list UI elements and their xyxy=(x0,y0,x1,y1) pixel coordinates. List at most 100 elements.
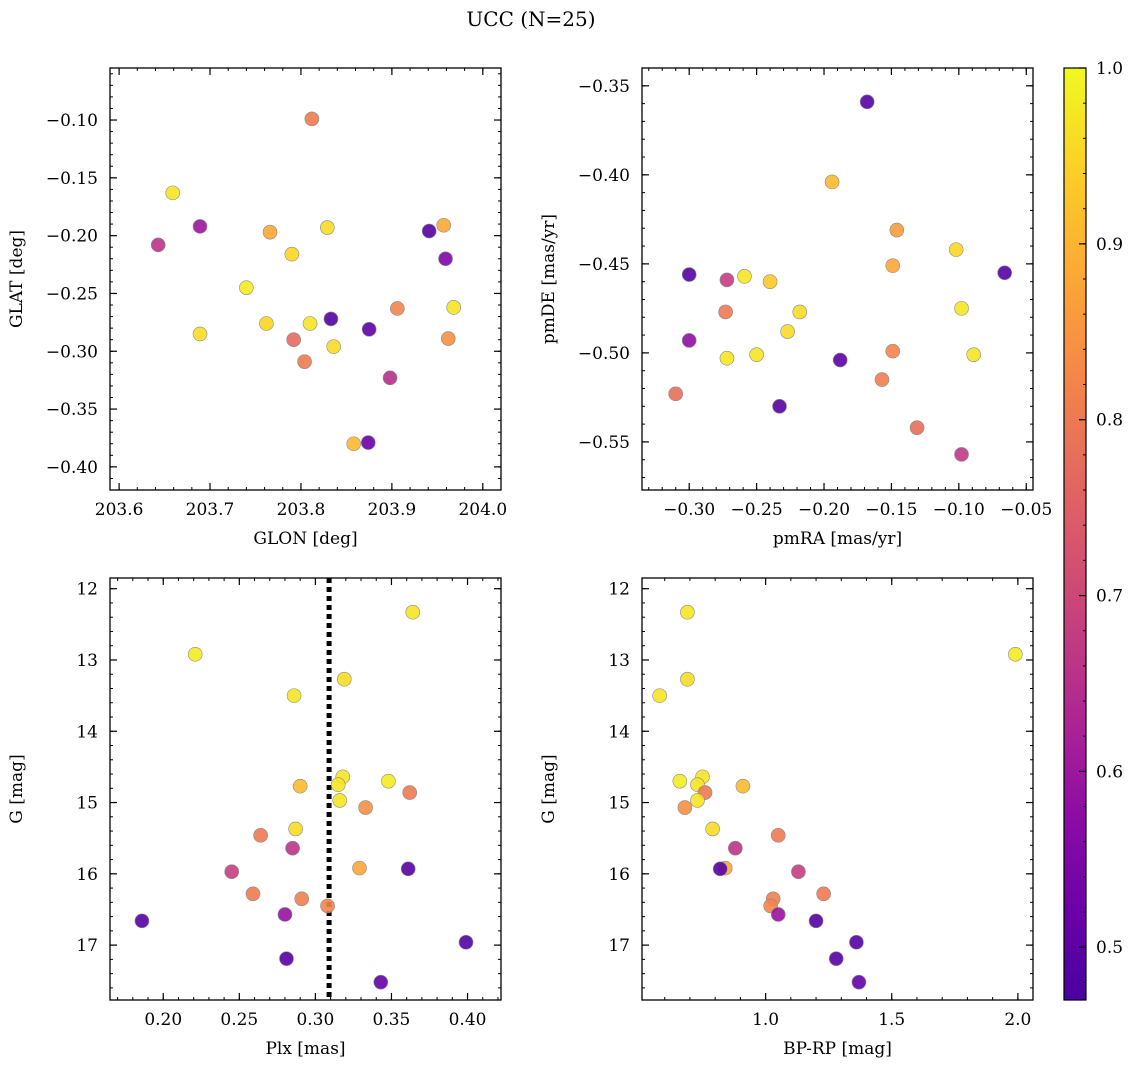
scatter-point xyxy=(346,436,361,452)
y-tick-label: 14 xyxy=(608,722,630,742)
y-tick-label: 13 xyxy=(76,651,98,671)
scatter-point xyxy=(652,688,667,703)
x-tick-label: −0.15 xyxy=(865,500,917,520)
x-axis-label: pmRA [mas/yr] xyxy=(773,529,902,549)
panels: 203.6 203.7 203.8 203.9 204.0 −0.10 −0.15 −0.20… xyxy=(7,67,1052,1059)
scatter-point xyxy=(672,773,688,789)
x-tick-label: −0.10 xyxy=(933,500,985,520)
axes-frame xyxy=(109,577,502,1001)
y-axis-label: G [mag] xyxy=(539,754,559,823)
scatter-point xyxy=(749,347,764,362)
scatter-point xyxy=(690,793,705,808)
scatter-point xyxy=(332,793,348,808)
scatter-point xyxy=(292,778,308,794)
x-tick-label: 203.8 xyxy=(277,500,326,520)
x-tick-label: −0.30 xyxy=(663,500,715,520)
y-tick-label: 12 xyxy=(76,580,98,600)
scatter-point xyxy=(320,220,335,235)
scatter-point xyxy=(323,311,339,327)
x-tick-label: 203.9 xyxy=(368,500,417,520)
scatter-point xyxy=(824,174,840,190)
scatter-point xyxy=(997,265,1012,281)
scatter-point xyxy=(832,352,848,368)
scatter-point xyxy=(440,331,456,346)
scatter-point xyxy=(735,778,751,794)
y-tick-label: 15 xyxy=(76,794,98,814)
scatter-point xyxy=(680,604,695,620)
scatter-point xyxy=(361,321,377,337)
x-tick-label: −0.05 xyxy=(1000,500,1052,520)
x-tick-label: 204.0 xyxy=(458,500,507,520)
scatter-point xyxy=(772,399,787,414)
scatter-point xyxy=(330,777,346,793)
scatter-point xyxy=(150,237,166,253)
scatter-point xyxy=(1008,646,1023,662)
scatter-point xyxy=(808,913,824,929)
y-tick-label: 13 xyxy=(608,651,630,671)
scatter-point xyxy=(373,974,389,990)
colorbar: 0.5 0.6 0.7 0.8 0.9 1.0 xyxy=(1063,59,1123,1001)
scatter-point xyxy=(770,828,786,843)
scatter-point xyxy=(909,420,925,435)
scatter-point xyxy=(352,860,367,876)
x-tick-label: −0.20 xyxy=(798,500,850,520)
y-tick-label: −0.35 xyxy=(46,400,98,420)
scatter-point xyxy=(192,326,208,342)
colorbar-tick-label: 0.6 xyxy=(1096,762,1123,782)
x-tick-label: 203.6 xyxy=(95,500,144,520)
scatter-point xyxy=(187,646,203,662)
scatter-point xyxy=(381,773,396,789)
scatter-point xyxy=(446,300,462,315)
y-tick-label: −0.40 xyxy=(46,458,98,478)
panel-bprp-g: 1.0 1.5 2.0 12 13 14 15 16 17 BP-RP [mag] G [mag] xyxy=(539,577,1034,1059)
scatter-point xyxy=(859,94,875,110)
scatter-point xyxy=(680,671,695,687)
scatter-point xyxy=(245,886,261,902)
scatter-point xyxy=(382,370,398,386)
figure-title: UCC (N=25) xyxy=(466,7,595,31)
scatter-point xyxy=(828,951,844,966)
scatter-point xyxy=(677,800,693,815)
scatter-point xyxy=(849,934,864,950)
scatter-point xyxy=(400,861,416,877)
scatter-point xyxy=(954,447,969,462)
y-axis-label: pmDE [mas/yr] xyxy=(539,214,559,344)
scatter-point xyxy=(284,246,300,262)
scatter-point xyxy=(737,269,752,284)
scatter-point xyxy=(134,913,150,929)
panel-plx-g: 0.20 0.25 0.30 0.35 0.40 12 13 14 15 16 17 Plx [mas… xyxy=(7,577,502,1059)
scatter-point xyxy=(719,350,735,366)
x-tick-label: 1.5 xyxy=(878,1010,905,1030)
scatter-point xyxy=(279,951,294,966)
x-tick-label: −0.25 xyxy=(731,500,783,520)
x-tick-label: 0.20 xyxy=(144,1010,182,1030)
scatter-point xyxy=(277,907,293,922)
x-tick-label: 0.40 xyxy=(449,1010,487,1030)
y-tick-label: −0.10 xyxy=(46,111,98,131)
y-axis-label: GLAT [deg] xyxy=(7,230,27,328)
scatter-point xyxy=(336,671,352,687)
y-tick-label: −0.25 xyxy=(46,284,98,304)
scatter-point xyxy=(458,934,474,950)
scatter-point xyxy=(791,864,806,879)
scatter-point xyxy=(728,840,743,856)
y-tick-label: 14 xyxy=(76,722,98,742)
colorbar-gradient xyxy=(1063,67,1087,1001)
colorbar-tick-label: 0.8 xyxy=(1096,411,1123,431)
scatter-point xyxy=(438,251,453,267)
scatter-point xyxy=(390,301,405,316)
scatter-point xyxy=(297,354,312,369)
colorbar-tick-label: 1.0 xyxy=(1096,59,1123,79)
x-tick-label: 203.7 xyxy=(186,500,235,520)
panel-glon-glat: 203.6 203.7 203.8 203.9 204.0 −0.10 −0.15 −0.20… xyxy=(7,67,507,549)
scatter-point xyxy=(224,864,240,879)
scatter-point xyxy=(421,223,437,239)
scatter-point xyxy=(712,861,728,877)
scatter-point xyxy=(405,604,421,620)
axes-frame xyxy=(109,67,502,491)
y-tick-label: −0.45 xyxy=(578,255,630,275)
y-tick-label: 17 xyxy=(608,936,630,956)
scatter-point xyxy=(954,301,969,316)
scatter-point xyxy=(762,274,778,289)
